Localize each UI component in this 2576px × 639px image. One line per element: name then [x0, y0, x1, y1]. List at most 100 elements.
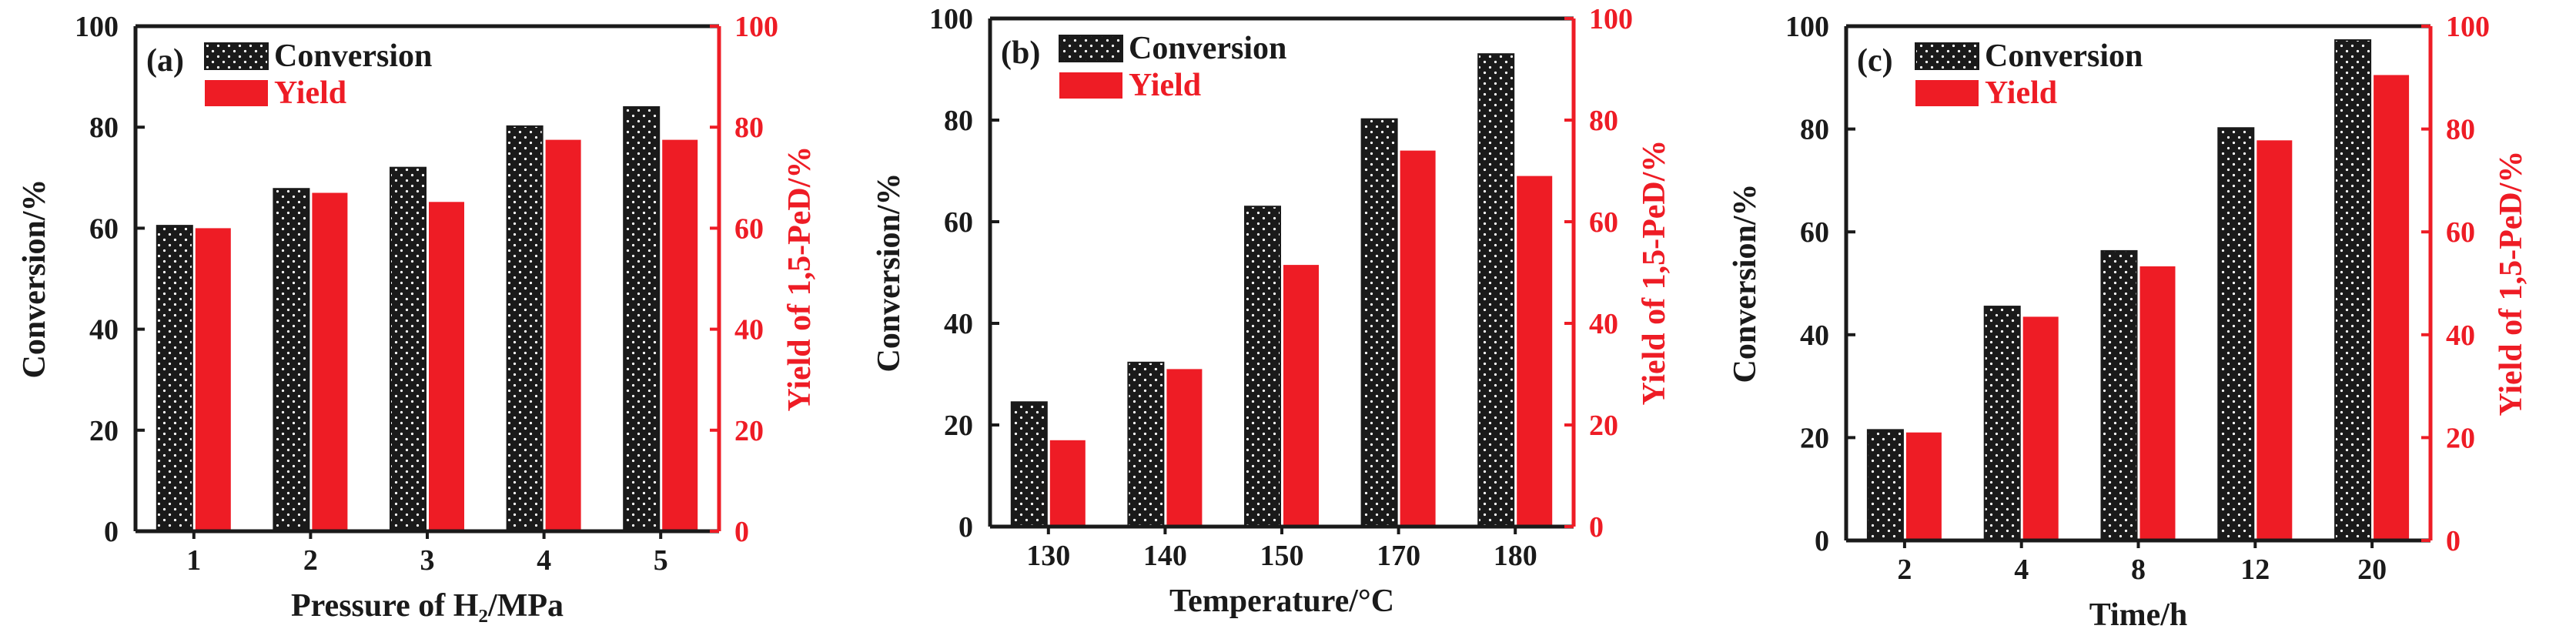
x-tick-label: 8 [2131, 554, 2146, 586]
x-tick-label: 140 [1143, 540, 1187, 572]
yield-bar [195, 228, 231, 531]
y-tick-label: 40 [1800, 320, 1829, 352]
chart-panel: 2 4 8 12 20 0 0 20 20 40 40 60 60 80 80 100 100 Conversio… [1728, 11, 2529, 633]
y-tick-label: 100 [1785, 11, 1829, 43]
x-tick-label: 130 [1026, 540, 1070, 572]
legend-swatch-conversion [204, 42, 269, 70]
y-tick-label: 0 [958, 511, 973, 544]
y-tick-label: 60 [89, 212, 119, 245]
x-tick-label: 3 [420, 544, 435, 577]
conversion-bar [506, 125, 544, 532]
y2-tick-label: 40 [1589, 308, 1618, 340]
y-axis-label: Conversion/% [871, 172, 907, 372]
x-axis-label: Temperature/°C [1169, 584, 1394, 619]
y-tick-label: 80 [944, 105, 973, 137]
legend-label-conversion: Conversion [1985, 38, 2143, 74]
legend-label-yield: Yield [1985, 75, 2057, 111]
conversion-bar [1477, 53, 1515, 527]
conversion-bar [1127, 361, 1165, 527]
conversion-bar [390, 166, 427, 532]
conversion-bar [1010, 401, 1048, 527]
legend-swatch-yield [1059, 72, 1122, 99]
y-tick-label: 40 [944, 308, 973, 340]
y-axis-label: Conversion/% [1728, 183, 1763, 383]
yield-bar [1166, 369, 1203, 527]
yield-bar [1049, 440, 1086, 527]
y2-tick-label: 100 [1589, 3, 1633, 35]
legend-label-yield: Yield [274, 75, 346, 111]
yield-bar [1400, 150, 1436, 527]
x-axis-label: Pressure of H₂/MPa [291, 588, 564, 624]
conversion-bar [273, 188, 310, 532]
x-tick-label: 4 [2014, 554, 2029, 586]
conversion-bar [1983, 306, 2021, 541]
y-tick-label: 20 [944, 410, 973, 442]
legend-label-conversion: Conversion [1129, 31, 1286, 66]
y2-tick-label: 20 [1589, 410, 1618, 442]
y2-tick-label: 100 [2446, 11, 2490, 43]
y2-tick-label: 20 [2446, 422, 2475, 454]
y2-tick-label: 20 [734, 415, 764, 447]
y2-tick-label: 40 [734, 314, 764, 346]
x-tick-label: 1 [186, 544, 201, 577]
x-tick-label: 2 [303, 544, 318, 577]
conversion-bar [1360, 118, 1398, 527]
y2-tick-label: 100 [734, 11, 778, 43]
y2-tick-label: 80 [734, 112, 764, 144]
y-axis-label: Conversion/% [17, 179, 52, 378]
x-tick-label: 170 [1377, 540, 1420, 572]
legend-swatch-yield [205, 80, 268, 106]
y-tick-label: 40 [89, 314, 119, 346]
conversion-bar [156, 225, 193, 532]
y2-tick-label: 0 [2446, 525, 2461, 557]
chart-panel: 130 140 150 170 180 0 0 20 20 40 40 60 60 80 80 100 100 C… [871, 3, 1672, 619]
x-tick-label: 4 [537, 544, 551, 577]
y-tick-label: 0 [104, 516, 119, 548]
legend-label-conversion: Conversion [274, 38, 432, 74]
yield-bar [2257, 140, 2293, 540]
y-tick-label: 60 [1800, 216, 1829, 249]
legend-label-yield: Yield [1129, 68, 1201, 103]
y2-axis-label: Yield of 1,5-PeD/% [782, 146, 818, 412]
y2-tick-label: 60 [734, 212, 764, 245]
y-tick-label: 100 [929, 3, 973, 35]
yield-bar [545, 139, 581, 531]
yield-bar [662, 139, 698, 531]
panel-label: (b) [1001, 35, 1040, 71]
conversion-bar [623, 105, 661, 532]
conversion-bar [1866, 429, 1904, 541]
chart-panel: 1 2 3 4 5 0 0 20 20 40 40 60 60 80 80 100 100 Conversion/… [17, 11, 818, 624]
panel-label: (a) [146, 43, 184, 79]
legend-swatch-conversion [1059, 35, 1123, 62]
yield-bar [1905, 432, 1942, 540]
yield-bar [2374, 75, 2410, 540]
y2-tick-label: 80 [1589, 105, 1618, 137]
yield-bar [2139, 266, 2176, 540]
conversion-bar [1244, 206, 1281, 527]
x-tick-label: 5 [654, 544, 668, 577]
x-tick-label: 150 [1260, 540, 1304, 572]
y2-tick-label: 0 [734, 516, 749, 548]
y2-tick-label: 80 [2446, 114, 2475, 146]
conversion-bar [2217, 127, 2255, 542]
x-axis-label: Time/h [2089, 597, 2188, 633]
legend-swatch-conversion [1915, 42, 1979, 70]
y2-axis-label: Yield of 1,5-PeD/% [1637, 140, 1672, 406]
x-tick-label: 2 [1897, 554, 1912, 586]
y-tick-label: 80 [89, 112, 119, 144]
y-tick-label: 20 [89, 415, 119, 447]
x-tick-label: 180 [1494, 540, 1537, 572]
x-tick-label: 20 [2357, 554, 2387, 586]
y-tick-label: 20 [1800, 422, 1829, 454]
y-tick-label: 0 [1815, 525, 1829, 557]
y2-tick-label: 40 [2446, 320, 2475, 352]
legend-swatch-yield [1915, 80, 1979, 106]
y-tick-label: 100 [75, 11, 119, 43]
yield-bar [312, 192, 348, 532]
y2-tick-label: 0 [1589, 511, 1604, 544]
y2-tick-label: 60 [1589, 206, 1618, 239]
y-tick-label: 60 [944, 206, 973, 239]
yield-bar [1517, 176, 1553, 527]
conversion-bar [2100, 249, 2138, 541]
